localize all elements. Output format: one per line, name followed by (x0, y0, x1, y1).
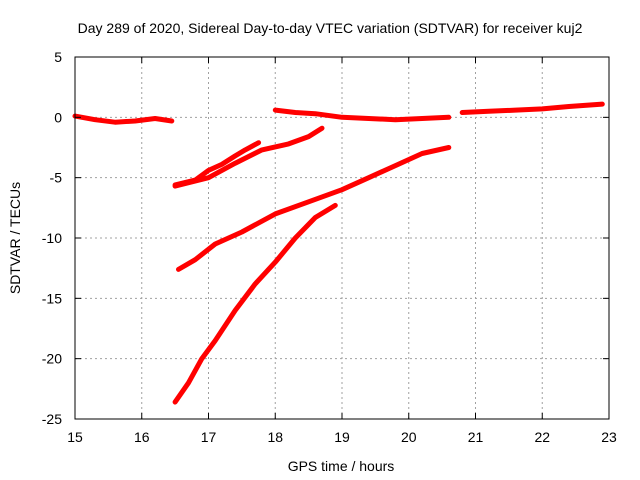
x-tick-label: 19 (334, 429, 350, 445)
y-tick-label: -20 (42, 351, 62, 367)
series-line-trace-d (172, 140, 262, 188)
x-ticks: 15 16 17 18 19 20 21 22 23 (67, 57, 617, 445)
series-line-trace-e (172, 125, 325, 189)
series-line-trace-a (72, 113, 175, 125)
y-axis-title: SDTVAR / TECUs (7, 182, 23, 294)
x-tick-label: 23 (601, 429, 617, 445)
series-layer (72, 101, 605, 405)
y-ticks: 5 0 -5 -10 -15 -20 -25 (42, 49, 609, 427)
y-tick-label: 5 (54, 49, 62, 65)
y-tick-label: -5 (50, 170, 63, 186)
x-tick-label: 18 (267, 429, 283, 445)
y-tick-label: 0 (54, 109, 62, 125)
x-tick-label: 22 (534, 429, 550, 445)
y-tick-label: -10 (42, 230, 62, 246)
x-tick-label: 16 (134, 429, 150, 445)
series-line-trace-b (272, 107, 452, 123)
x-tick-label: 20 (401, 429, 417, 445)
y-tick-label: -25 (42, 411, 62, 427)
y-tick-label: -15 (42, 290, 62, 306)
x-tick-label: 17 (201, 429, 217, 445)
chart-title: Day 289 of 2020, Sidereal Day-to-day VTE… (78, 20, 583, 36)
series-line-trace-f (176, 145, 452, 272)
x-axis-title: GPS time / hours (288, 458, 395, 474)
series-line-trace-c (459, 101, 605, 115)
grid-layer (75, 57, 609, 419)
x-tick-label: 15 (67, 429, 83, 445)
x-tick-label: 21 (468, 429, 484, 445)
series-line-trace-g (172, 202, 338, 405)
